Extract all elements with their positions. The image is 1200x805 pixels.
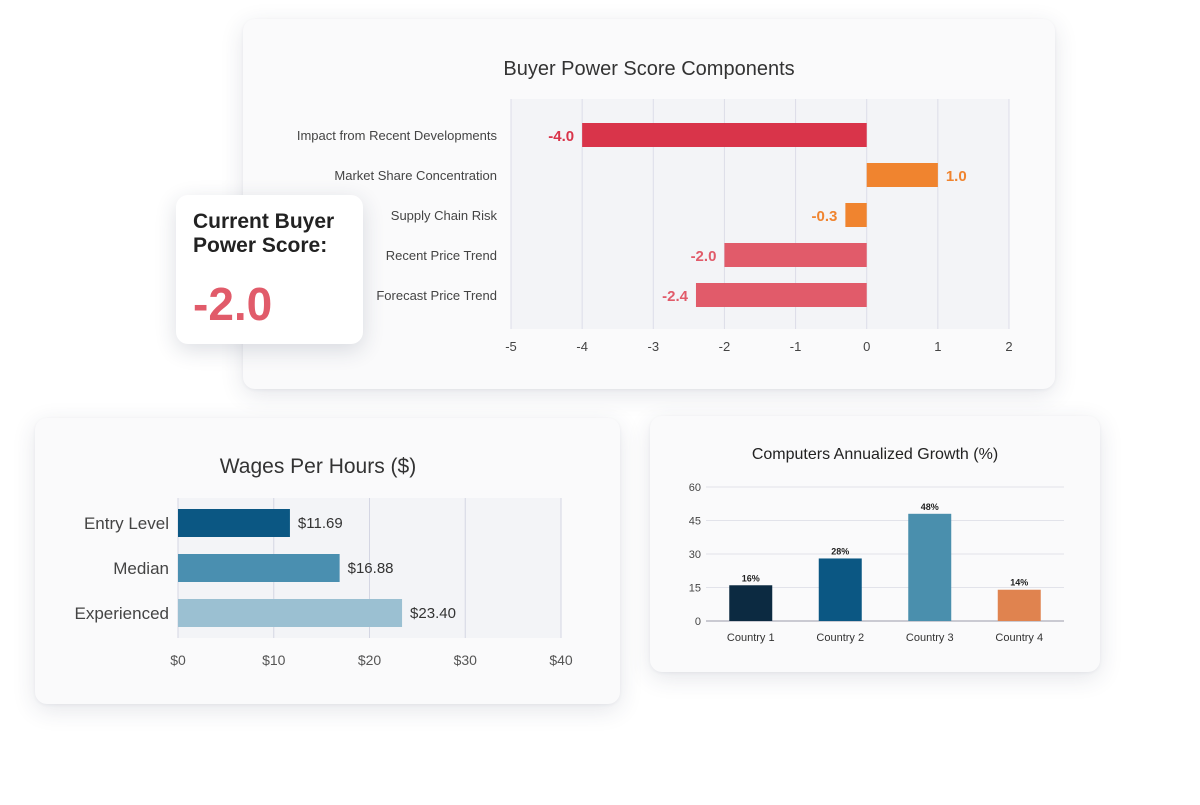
growth-chart: 0 15 30 45 60 Computers Annualized Growth (%)…: [689, 446, 1064, 644]
data-label: 28%: [831, 546, 849, 556]
category-label: Forecast Price Trend: [376, 288, 497, 303]
bar: [845, 203, 867, 227]
bar: [724, 243, 867, 267]
y-tick-label: 45: [689, 516, 701, 528]
chart-title: Wages Per Hours ($): [220, 455, 416, 478]
score-value: -2.0: [193, 278, 273, 330]
category-label: Supply Chain Risk: [391, 208, 498, 223]
wages-chart-card: $0 $10 $20 $30 $40 Wages Per Hours ($) Entry L…: [35, 418, 620, 704]
category-label: Entry Level: [84, 514, 169, 533]
x-tick-label: Country 4: [995, 632, 1043, 644]
data-label: 16%: [742, 573, 760, 583]
data-label: $16.88: [348, 560, 394, 577]
data-label: 48%: [921, 502, 939, 512]
buyer-power-chart: -5 -4 -3 -2 -1 0 1 2 Buyer Power Score Component…: [297, 58, 1013, 354]
x-tick-label: $40: [549, 652, 573, 668]
buyer-power-chart-card: -5 -4 -3 -2 -1 0 1 2 Buyer Power Score Component…: [243, 19, 1055, 389]
chart-title: Buyer Power Score Components: [503, 58, 794, 80]
buyer-power-score-card: Current Buyer Power Score: -2.0: [176, 195, 363, 344]
category-label: Recent Price Trend: [386, 248, 497, 263]
x-tick-label: -1: [790, 339, 802, 354]
score-title: Current Buyer Power Score:: [193, 210, 335, 257]
x-tick-label: -2: [719, 339, 731, 354]
bar: [818, 558, 862, 621]
data-label: $11.69: [298, 515, 343, 532]
x-tick-label: 0: [863, 339, 870, 354]
x-tick-label: $0: [170, 652, 186, 668]
data-label: $23.40: [410, 605, 456, 622]
bar: [582, 123, 867, 147]
x-tick-label: 1: [934, 339, 941, 354]
bar: [178, 554, 340, 582]
x-tick-label: $10: [262, 652, 286, 668]
data-label: 14%: [1010, 578, 1028, 588]
x-tick-label: Country 1: [727, 632, 775, 644]
bar: [997, 589, 1041, 621]
data-label: -2.0: [691, 248, 717, 265]
bar: [866, 163, 938, 187]
x-tick-label: $30: [454, 652, 478, 668]
growth-chart-card: 0 15 30 45 60 Computers Annualized Growth (%)…: [650, 416, 1100, 672]
category-label: Market Share Concentration: [334, 168, 497, 183]
bar: [729, 585, 773, 621]
bar: [695, 283, 867, 307]
y-tick-label: 30: [689, 549, 701, 561]
data-label: -2.4: [662, 288, 689, 305]
data-label: -0.3: [812, 208, 838, 225]
x-tick-label: Country 3: [906, 632, 954, 644]
category-label: Impact from Recent Developments: [297, 128, 498, 143]
x-tick-label: 2: [1005, 339, 1012, 354]
y-tick-label: 15: [689, 583, 701, 595]
bar: [908, 513, 952, 621]
x-tick-label: -5: [505, 339, 517, 354]
category-label: Median: [113, 559, 169, 578]
wages-chart: $0 $10 $20 $30 $40 Wages Per Hours ($) Entry L…: [74, 455, 573, 668]
x-tick-label: -3: [648, 339, 660, 354]
data-label: -4.0: [548, 128, 574, 145]
bar: [178, 509, 290, 537]
x-tick-label: Country 2: [816, 632, 864, 644]
chart-title: Computers Annualized Growth (%): [752, 446, 998, 463]
data-label: 1.0: [946, 168, 967, 185]
bar: [178, 599, 403, 627]
x-tick-label: $20: [358, 652, 382, 668]
x-tick-label: -4: [576, 339, 588, 354]
y-tick-label: 60: [689, 482, 701, 494]
y-tick-label: 0: [695, 616, 701, 628]
category-label: Experienced: [74, 604, 169, 623]
